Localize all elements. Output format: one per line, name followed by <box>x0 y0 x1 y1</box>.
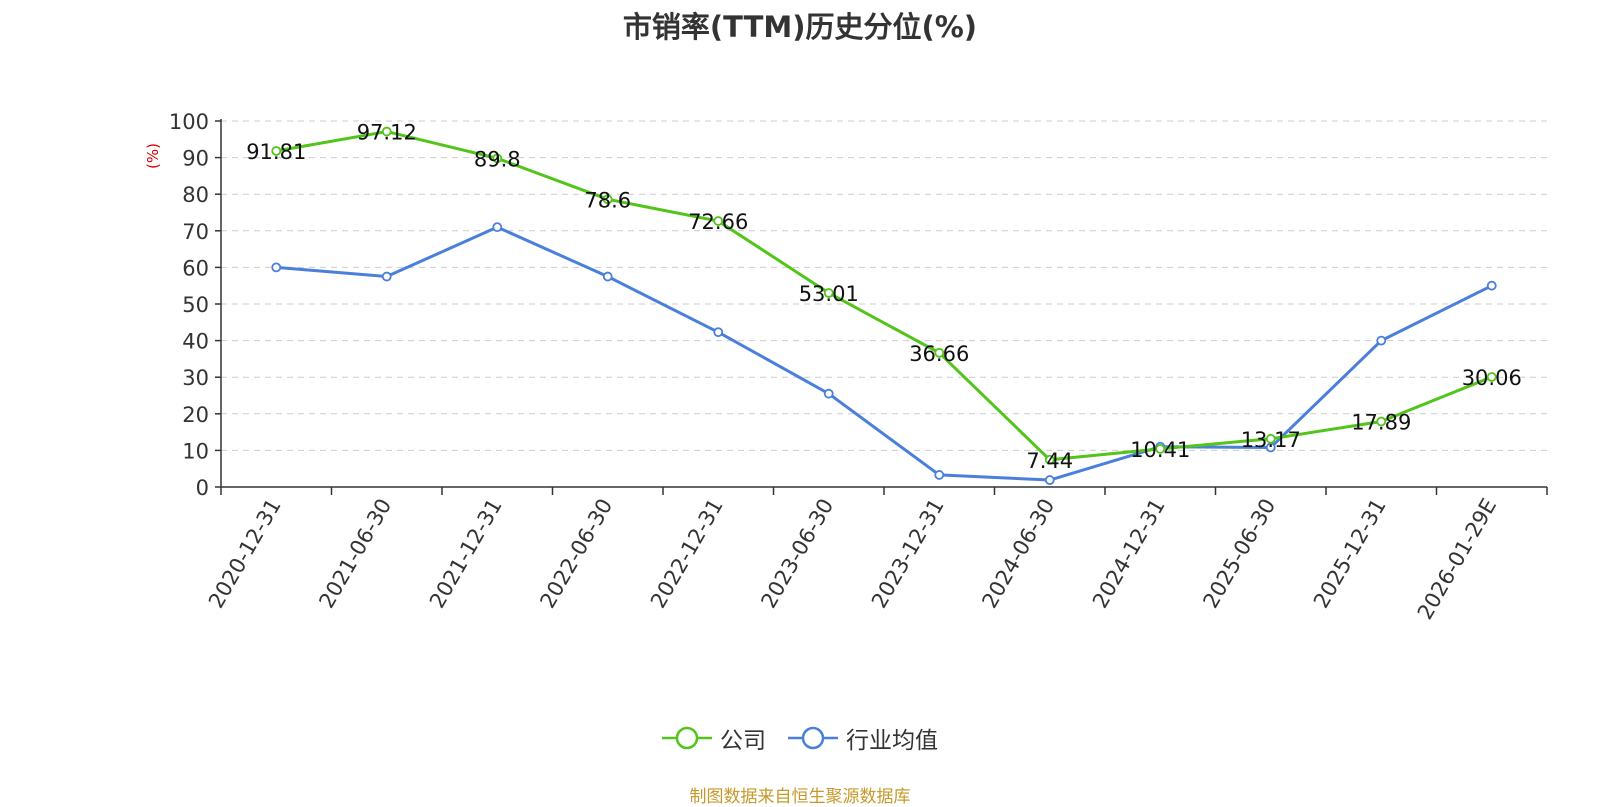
data-point-company <box>934 347 945 358</box>
x-tick-label: 2024-06-30 <box>977 495 1059 613</box>
y-tick-label: 50 <box>182 293 209 317</box>
legend: 公司 行业均值 <box>0 721 1600 755</box>
data-label-company: 7.44 <box>1026 449 1073 473</box>
x-tick-label: 2025-06-30 <box>1198 495 1280 613</box>
data-point-company <box>602 194 613 205</box>
data-point-company <box>823 288 834 298</box>
data-label-company: 30.06 <box>1462 366 1522 390</box>
y-tick-label: 70 <box>182 220 209 244</box>
legend-item-industry-avg[interactable]: 行业均值 <box>788 721 938 755</box>
x-tick-label: 2023-06-30 <box>756 495 838 613</box>
line-chart: 0 10 20 30 40 50 60 70 80 90 100 2020-12-31 2021-06-… <box>144 110 1548 624</box>
y-tick-label: 40 <box>182 330 209 354</box>
data-point-industry-avg <box>381 271 392 282</box>
data-point-company <box>1155 443 1166 454</box>
series-lines <box>275 130 1493 482</box>
data-point-company <box>1265 433 1276 444</box>
y-tick-label: 30 <box>182 366 209 390</box>
x-tick-label: 2022-12-31 <box>646 495 728 613</box>
series-line-company <box>275 130 1493 462</box>
grid-lines <box>221 120 1547 451</box>
data-label-company: 78.6 <box>584 188 631 212</box>
legend-marker-company-icon <box>662 726 712 750</box>
x-tick-label: 2023-12-31 <box>867 495 949 613</box>
data-point-industry-avg <box>713 327 724 338</box>
data-point-industry-avg <box>1376 335 1387 346</box>
data-label-company: 89.8 <box>474 147 521 171</box>
series-line-industry-avg <box>276 225 1493 482</box>
data-label-company: 10.41 <box>1130 438 1190 462</box>
data-label-company: 72.66 <box>688 210 748 234</box>
data-point-company <box>1486 372 1497 382</box>
data-point-company <box>713 216 724 226</box>
y-tick-label: 100 <box>169 110 209 134</box>
data-point-company <box>271 146 282 156</box>
y-tick-label: 60 <box>182 256 209 280</box>
data-labels: 91.81 97.12 89.8 78.6 72.66 53.01 36.66 7.44 10.… <box>246 121 1522 473</box>
x-tick-label: 2021-06-30 <box>314 495 396 613</box>
data-point-company <box>1376 416 1387 427</box>
x-tick-label: 2021-12-31 <box>425 495 507 613</box>
legend-label-company: 公司 <box>720 728 766 754</box>
axes: 0 10 20 30 40 50 60 70 80 90 100 2020-12-31 2021-06-… <box>169 110 1548 624</box>
chart-title: 市销率(TTM)历史分位(%) <box>622 10 978 44</box>
data-point-industry-avg <box>492 222 503 233</box>
data-point-industry-avg <box>1044 475 1055 485</box>
data-point-company <box>1044 454 1055 465</box>
x-tick-label: 2025-12-31 <box>1309 495 1391 613</box>
data-point-company <box>381 126 392 137</box>
data-label-company: 91.81 <box>246 140 306 164</box>
y-tick-label: 80 <box>182 183 209 207</box>
x-tick-label: 2020-12-31 <box>204 495 286 613</box>
data-point-industry-avg <box>1486 280 1497 291</box>
data-point-industry-avg <box>934 470 945 480</box>
x-tick-label: 2026-01-29E <box>1413 495 1501 624</box>
data-label-company: 53.01 <box>799 282 859 306</box>
data-label-company: 36.66 <box>909 342 969 366</box>
legend-label-industry-avg: 行业均值 <box>846 728 938 754</box>
legend-marker-industry-avg-icon <box>788 726 838 750</box>
legend-item-company[interactable]: 公司 <box>662 721 766 755</box>
y-tick-label: 10 <box>182 439 209 463</box>
y-tick-label: 0 <box>196 476 209 500</box>
data-label-company: 97.12 <box>357 121 417 145</box>
x-tick-label: 2024-12-31 <box>1088 495 1170 613</box>
data-points <box>271 126 1497 485</box>
data-label-company: 13.17 <box>1241 428 1301 452</box>
data-point-industry-avg <box>823 388 834 399</box>
data-point-industry-avg <box>271 262 282 273</box>
data-point-industry-avg <box>602 271 613 282</box>
y-tick-label: 20 <box>182 403 209 427</box>
x-tick-label: 2022-06-30 <box>535 495 617 613</box>
source-note: 制图数据来自恒生聚源数据库 <box>689 787 911 807</box>
data-point-company <box>492 153 503 164</box>
y-tick-label: 90 <box>182 147 209 171</box>
data-label-company: 17.89 <box>1351 411 1411 435</box>
y-axis-label: (%) <box>144 143 162 169</box>
